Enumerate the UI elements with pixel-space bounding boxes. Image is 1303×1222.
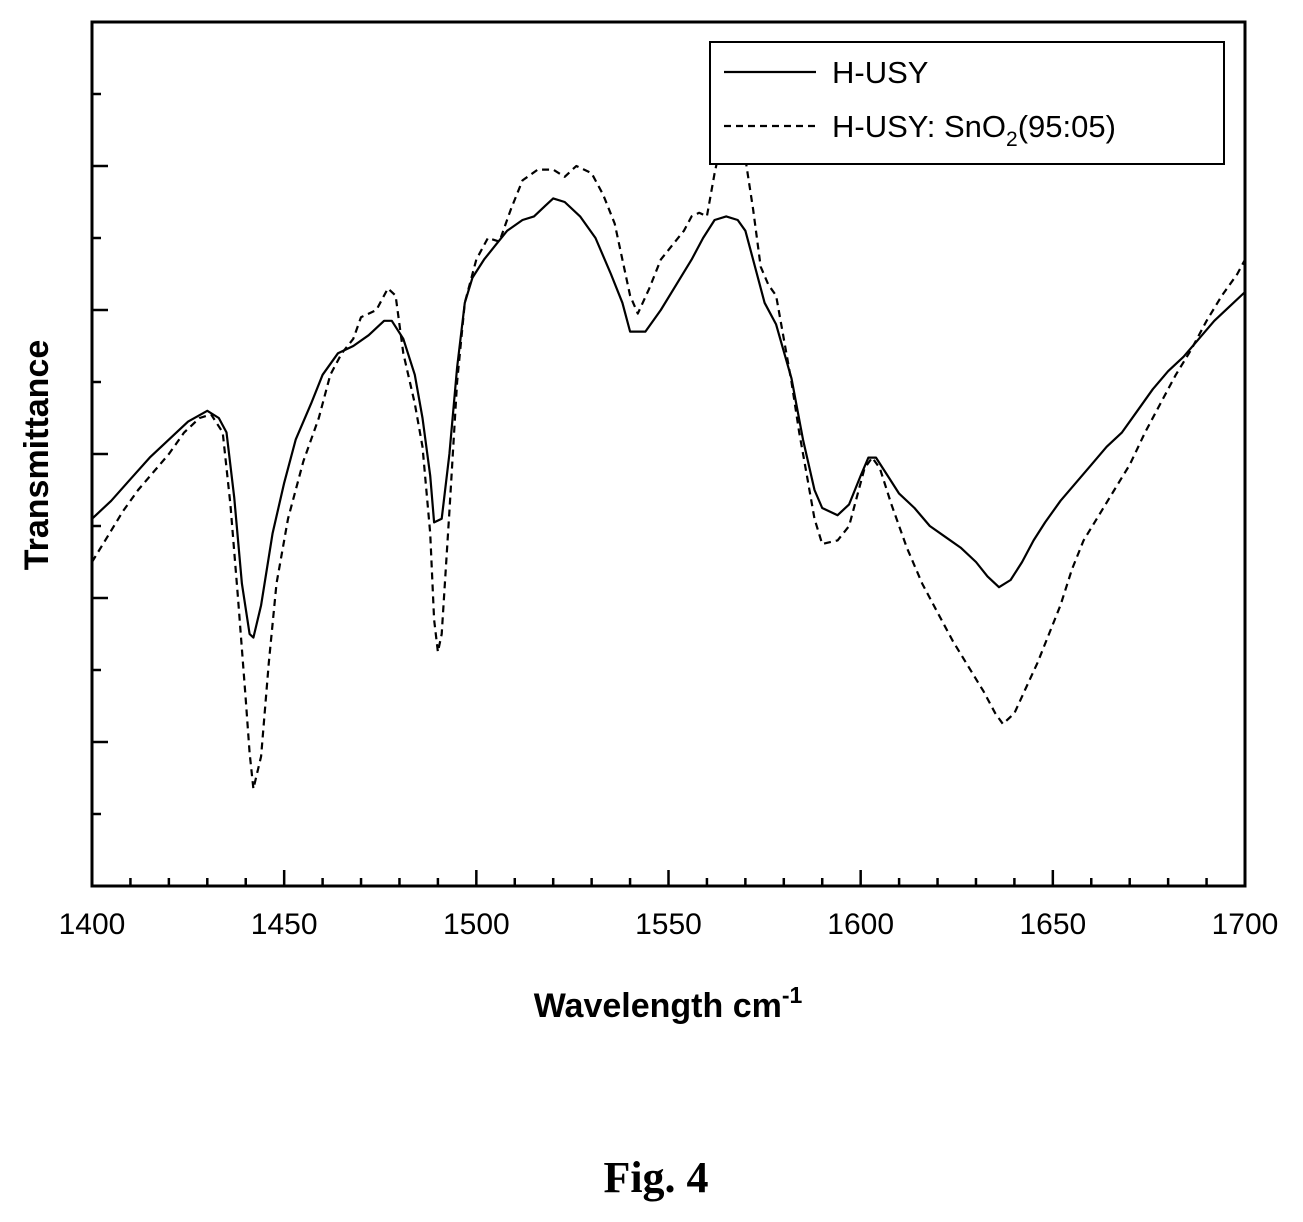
x-tick-label: 1600 bbox=[827, 908, 894, 941]
x-tick-label: 1550 bbox=[635, 908, 702, 941]
figure-caption: Fig. 4 bbox=[603, 1153, 708, 1202]
legend-label-subscript: 2 bbox=[1006, 128, 1018, 151]
legend-label-h-usy: H-USY bbox=[832, 55, 928, 90]
x-axis-title: Wavelength cm-1 bbox=[534, 982, 803, 1025]
legend-label-h-usy-sno2: H-USY: SnO2(95:05) bbox=[832, 109, 1116, 151]
y-axis-title: Transmittance bbox=[18, 340, 56, 571]
legend-label-main: H-USY: SnO bbox=[832, 109, 1006, 144]
x-axis-title-main: Wavelength cm bbox=[534, 987, 782, 1025]
x-tick-label: 1450 bbox=[251, 908, 318, 941]
series-layer bbox=[91, 125, 1246, 790]
x-tick-label: 1700 bbox=[1212, 908, 1279, 941]
y-axis-ticks bbox=[92, 92, 108, 816]
series-line-h-usy-sno2 bbox=[91, 125, 1246, 790]
series-line-h-usy bbox=[91, 197, 1246, 639]
x-tick-label: 1500 bbox=[443, 908, 510, 941]
legend: H-USY H-USY: SnO2(95:05) bbox=[709, 41, 1225, 165]
legend-box bbox=[709, 41, 1225, 165]
x-axis-title-superscript: -1 bbox=[782, 982, 803, 1008]
x-tick-label: 1650 bbox=[1019, 908, 1086, 941]
x-tick-label: 1400 bbox=[59, 908, 126, 941]
legend-label-tail: (95:05) bbox=[1018, 109, 1116, 144]
x-axis-tick-labels: 1400 1450 1500 1550 1600 1650 1700 bbox=[59, 908, 1279, 941]
x-axis-ticks bbox=[90, 870, 1247, 886]
